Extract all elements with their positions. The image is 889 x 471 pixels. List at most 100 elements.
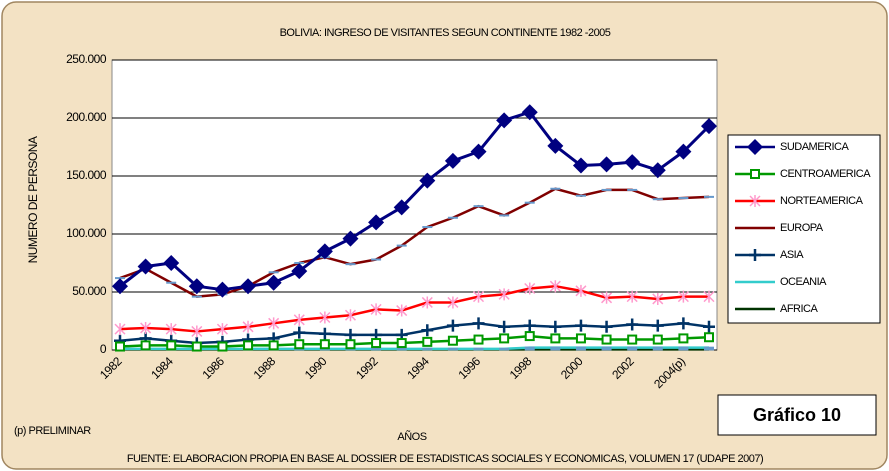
data-marker [319, 311, 331, 324]
data-marker [601, 291, 613, 304]
y-tick-label: 50.000 [72, 284, 107, 298]
data-marker [652, 292, 664, 305]
y-axis-title: NUMERO DE PERSONA [26, 136, 40, 263]
data-marker [268, 340, 279, 351]
data-marker [523, 319, 536, 332]
data-marker [499, 333, 510, 344]
data-marker [316, 243, 333, 260]
data-marker [447, 335, 458, 346]
data-marker [342, 230, 359, 247]
data-marker [114, 323, 126, 336]
data-marker [472, 317, 485, 330]
data-marker [575, 284, 587, 297]
data-marker [137, 258, 154, 275]
data-marker [598, 156, 615, 173]
data-marker [396, 304, 408, 317]
data-marker [294, 339, 305, 350]
data-marker [370, 303, 382, 316]
data-marker [344, 309, 357, 322]
y-tick-label: 0 [100, 342, 107, 356]
data-marker [678, 333, 689, 344]
data-marker [651, 319, 664, 332]
data-marker [624, 154, 641, 171]
data-marker [166, 340, 177, 351]
data-marker [701, 118, 717, 135]
data-marker [677, 317, 690, 330]
data-marker [243, 340, 254, 351]
data-marker [600, 320, 613, 333]
data-marker [575, 333, 586, 344]
legend-marker [749, 249, 761, 261]
data-marker [703, 290, 715, 303]
data-marker [293, 326, 306, 339]
legend-label: AFRICA [780, 303, 819, 315]
data-marker [626, 290, 638, 303]
data-marker [574, 319, 587, 332]
data-marker [677, 290, 689, 303]
data-marker [191, 325, 203, 338]
data-marker [345, 339, 356, 350]
data-marker [524, 331, 535, 342]
data-marker [419, 172, 436, 189]
series-line [120, 346, 709, 351]
data-marker [191, 341, 202, 352]
legend-marker [749, 195, 761, 207]
data-marker [163, 255, 180, 271]
y-tick-label: 150.000 [66, 168, 107, 182]
data-marker [344, 328, 357, 341]
data-marker [371, 338, 382, 349]
data-marker [115, 341, 125, 352]
legend-label: SUDAMERICA [780, 141, 850, 153]
data-marker [524, 282, 536, 295]
data-marker [549, 320, 562, 333]
data-marker [214, 281, 231, 298]
data-marker [140, 340, 151, 351]
data-marker [601, 334, 612, 345]
data-marker [268, 317, 280, 330]
legend-label: OCEANIA [780, 276, 827, 288]
plot-area [111, 59, 718, 351]
data-marker [550, 333, 561, 344]
badge-box [717, 394, 877, 436]
data-marker [291, 263, 308, 280]
data-marker [319, 339, 330, 350]
y-tick-label: 250.000 [66, 52, 107, 66]
y-tick-label: 100.000 [66, 226, 107, 240]
legend-label: ASIA [780, 249, 804, 261]
data-marker [188, 278, 205, 295]
data-marker [498, 288, 510, 301]
data-marker [521, 104, 538, 121]
data-marker [547, 137, 564, 154]
y-tick-label: 200.000 [66, 110, 107, 124]
data-marker [470, 143, 487, 160]
data-marker [572, 157, 589, 174]
data-marker [444, 152, 461, 169]
data-marker [396, 338, 407, 349]
data-marker [318, 327, 331, 340]
data-marker [165, 323, 177, 336]
data-marker [675, 143, 692, 160]
data-marker [447, 296, 459, 309]
data-marker [704, 332, 714, 343]
data-marker [140, 321, 152, 334]
note: (p) PRELIMINAR [14, 425, 91, 437]
badge: Gráfico 10 [753, 405, 841, 425]
data-marker [496, 112, 513, 129]
data-marker [421, 296, 433, 309]
data-marker [265, 274, 282, 291]
data-marker [422, 336, 433, 347]
legend-label: EUROPA [780, 222, 824, 234]
data-marker [549, 280, 561, 293]
data-marker [293, 313, 305, 326]
legend-marker [750, 169, 760, 179]
data-marker [240, 278, 257, 295]
data-marker [703, 320, 715, 333]
source: FUENTE: ELABORACION PROPIA EN BASE AL DO… [127, 453, 763, 465]
x-axis-title: AÑOS [397, 430, 426, 443]
data-marker [112, 278, 128, 295]
legend-marker [747, 139, 763, 155]
data-marker [473, 334, 484, 345]
data-marker [242, 320, 254, 333]
data-marker [368, 214, 385, 231]
